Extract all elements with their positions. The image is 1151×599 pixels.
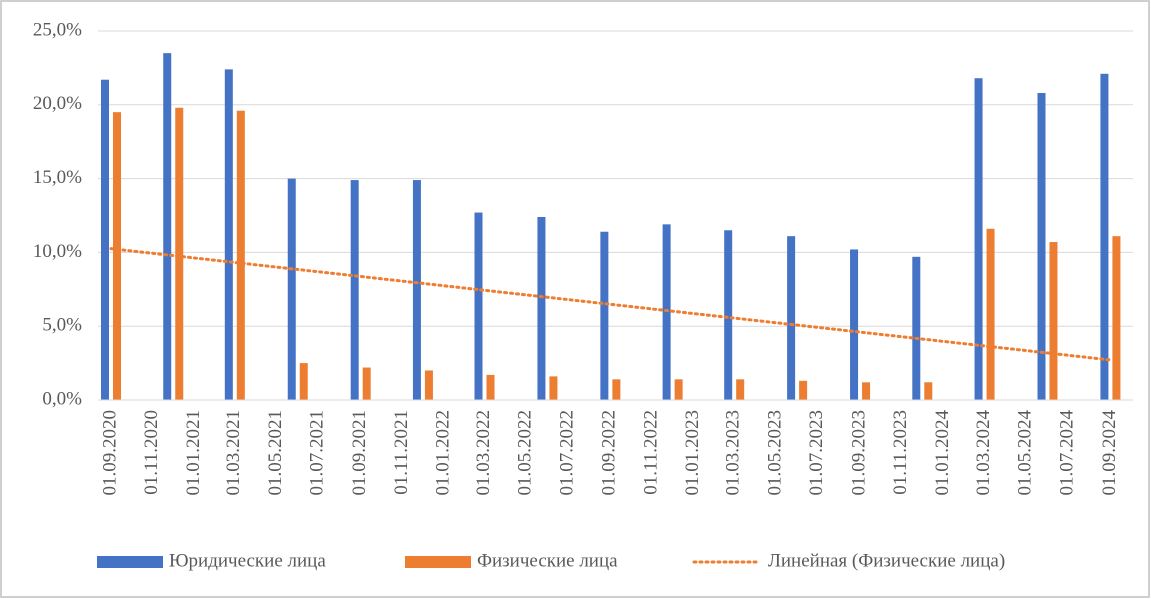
x-tick-label: 01.11.2023 [890, 410, 911, 495]
bar [724, 230, 733, 400]
bar [424, 370, 433, 400]
x-tick-label: 01.07.2023 [806, 410, 827, 496]
x-tick-label: 01.11.2021 [391, 410, 412, 495]
bar [1112, 236, 1121, 400]
legend-swatch [97, 556, 163, 568]
trendline [109, 247, 1112, 362]
bar [736, 379, 745, 400]
bar [862, 382, 871, 400]
x-tick-label: 01.01.2024 [932, 410, 953, 496]
bar [163, 53, 172, 400]
bar [1100, 73, 1109, 400]
bar [1049, 242, 1058, 400]
bar [362, 367, 371, 400]
bar [474, 212, 483, 400]
bar [100, 79, 109, 400]
y-tick-label: 10,0% [33, 241, 82, 262]
x-tick-label: 01.09.2024 [1099, 410, 1120, 496]
x-tick-label: 01.09.2022 [599, 410, 620, 496]
legend-swatch [405, 556, 471, 568]
bar [600, 231, 609, 400]
x-tick-label: 01.05.2023 [764, 410, 785, 496]
legend-label: Юридические лица [169, 550, 326, 571]
bar [674, 379, 683, 400]
x-tick-label: 01.01.2023 [682, 410, 703, 496]
bar [924, 382, 933, 400]
x-tick-label: 01.05.2022 [515, 410, 536, 496]
bar [537, 216, 546, 400]
bar [986, 228, 995, 400]
x-tick-label: 01.05.2021 [265, 410, 286, 496]
bar [224, 69, 233, 400]
y-tick-label: 5,0% [42, 315, 82, 336]
y-tick-label: 25,0% [33, 19, 82, 40]
bar [299, 363, 308, 400]
bar [350, 180, 359, 400]
legend-label: Линейная (Физические лица) [768, 550, 1005, 571]
x-tick-label: 01.03.2022 [473, 410, 494, 496]
bar [662, 224, 671, 400]
x-tick-label: 01.09.2023 [848, 410, 869, 496]
bar [912, 256, 921, 400]
y-tick-label: 0,0% [42, 388, 82, 409]
bar [412, 180, 421, 400]
bar [799, 380, 808, 400]
x-tick-label: 01.03.2024 [973, 410, 994, 496]
x-tick-label: 01.07.2021 [307, 410, 328, 496]
x-tick-label: 01.03.2023 [723, 410, 744, 496]
x-tick-label: 01.07.2024 [1056, 410, 1077, 496]
x-tick-label: 01.07.2022 [556, 410, 577, 496]
bar [974, 78, 983, 401]
bar [787, 236, 796, 400]
bar [486, 374, 495, 400]
x-tick-label: 01.03.2021 [223, 410, 244, 496]
x-tick-label: 01.01.2022 [432, 410, 453, 496]
bar [850, 249, 859, 400]
y-tick-label: 20,0% [33, 93, 82, 114]
x-tick-label: 01.11.2020 [141, 410, 162, 495]
y-tick-label: 15,0% [33, 167, 82, 188]
bar [175, 107, 184, 400]
bar [612, 379, 621, 400]
bar [236, 110, 245, 400]
x-tick-label: 01.11.2022 [640, 410, 661, 495]
bar [287, 178, 296, 400]
x-tick-label: 01.09.2020 [99, 410, 120, 496]
bar [112, 112, 121, 401]
bar [1037, 92, 1046, 400]
x-tick-label: 01.01.2021 [183, 410, 204, 496]
x-tick-label: 01.09.2021 [349, 410, 370, 496]
x-tick-label: 01.05.2024 [1015, 410, 1036, 496]
bar [549, 376, 558, 400]
legend-label: Физические лица [477, 550, 618, 571]
